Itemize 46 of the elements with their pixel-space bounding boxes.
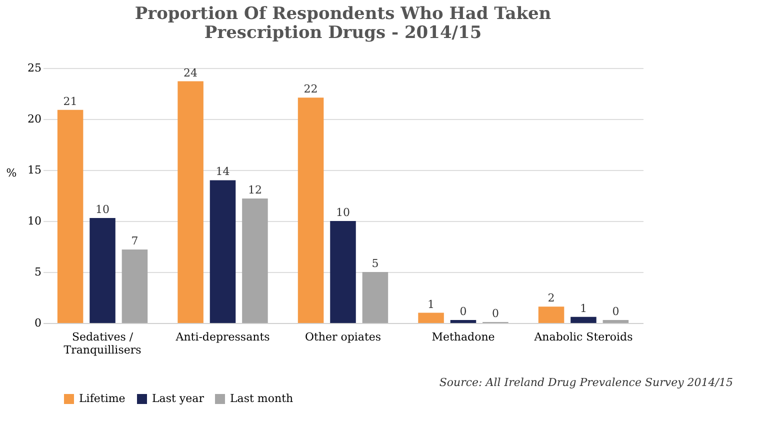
data-label: 0 [612, 304, 620, 318]
y-tick-label: 10 [28, 214, 42, 228]
bar [570, 316, 596, 323]
data-label: 0 [460, 304, 467, 318]
data-label: 0 [492, 306, 499, 320]
data-label: 10 [96, 202, 110, 216]
y-tick-label: 15 [28, 164, 42, 176]
y-tick-label: 5 [34, 266, 42, 278]
y-tick-label: 20 [28, 112, 42, 126]
source-note: Source: All Ireland Drug Prevalence Survey 2014/15 [439, 376, 733, 389]
data-label: 5 [372, 257, 379, 270]
bar [210, 180, 236, 323]
y-tick-label: 0 [34, 316, 42, 330]
x-tick-label: Methadone [432, 330, 495, 344]
y-tick-label: 25 [28, 62, 42, 74]
legend-label: Last year [152, 392, 205, 405]
legend-label: Lifetime [79, 392, 126, 405]
bar [90, 218, 116, 323]
bar [298, 98, 324, 323]
bar [602, 320, 629, 323]
data-label: 10 [336, 206, 350, 219]
y-axis-title: % [6, 166, 17, 180]
data-label: 2 [548, 292, 555, 305]
data-label: 12 [248, 184, 262, 197]
chart-title: Proportion Of Respondents Who Had Taken Prescription Drugs - 2014/15 [134, 4, 552, 43]
data-label: 22 [304, 82, 318, 96]
data-label: 14 [216, 165, 230, 178]
data-label: 21 [63, 94, 78, 108]
x-tick-label: Anti-depressants [174, 330, 270, 344]
data-label: 24 [184, 66, 198, 80]
bar [538, 306, 564, 323]
bar [330, 221, 356, 323]
bar [242, 198, 268, 323]
bar [450, 320, 476, 323]
x-tick-label: Sedatives / Tranquillisers [64, 330, 142, 356]
data-label: 7 [131, 234, 138, 248]
bar [122, 250, 148, 323]
x-tick-label: Other opiates [304, 330, 382, 344]
bar [57, 110, 84, 323]
data-label: 1 [580, 302, 587, 315]
bar [418, 312, 444, 323]
x-tick-label: Anabolic Steroids [533, 330, 634, 344]
bar [362, 272, 388, 323]
bar [178, 81, 204, 323]
legend-label: Last month [230, 392, 294, 405]
data-label: 1 [428, 298, 435, 311]
